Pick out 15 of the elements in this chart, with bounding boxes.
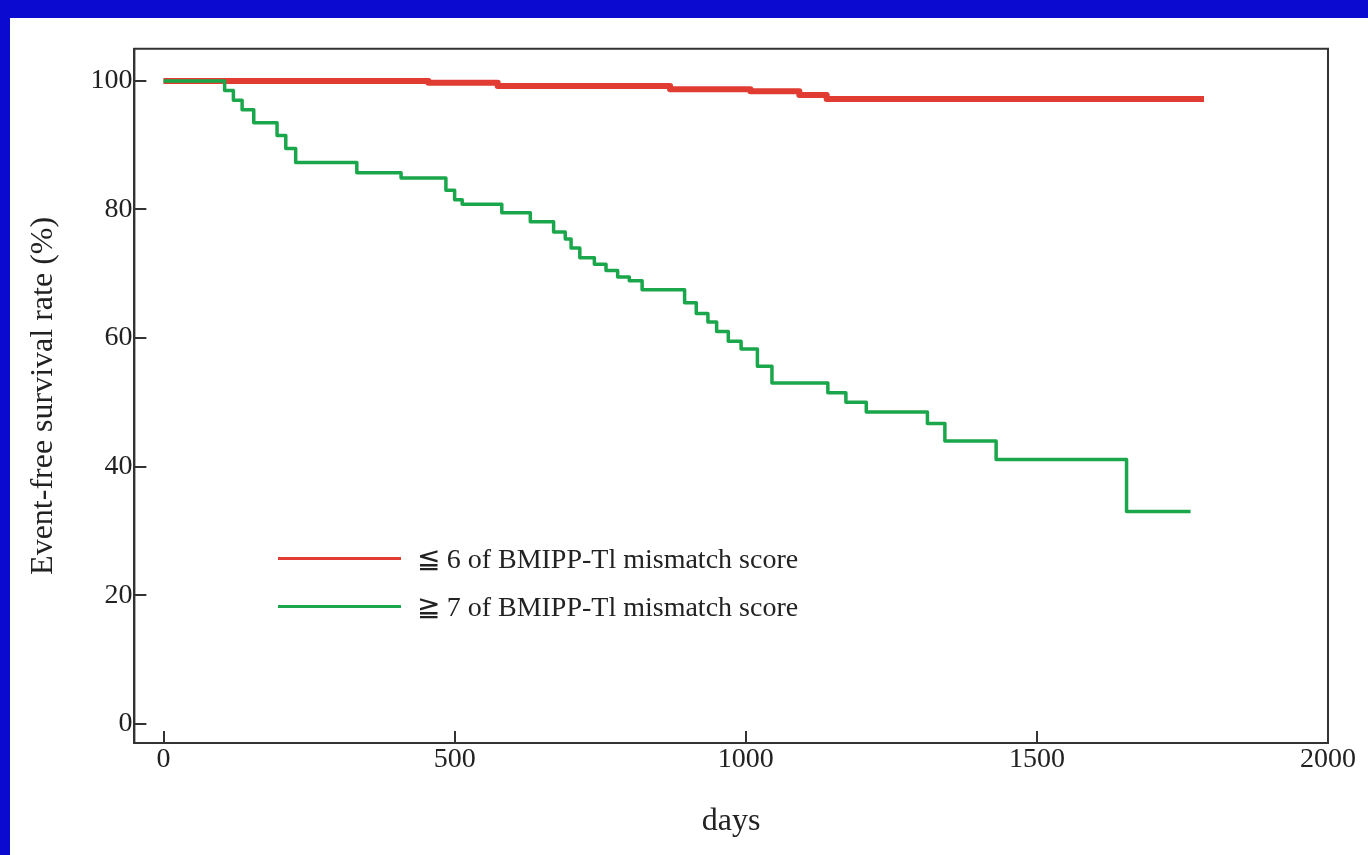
y-tick-label: 0	[118, 706, 133, 738]
x-tick-label: 1500	[1008, 742, 1065, 774]
y-tick-label: 80	[104, 191, 133, 223]
y-tick-label: 20	[104, 577, 133, 609]
legend-label: ≧ 7 of BMIPP-Tl mismatch score	[416, 590, 799, 624]
x-tick-label: 1000	[717, 742, 774, 774]
y-tick-label: 100	[90, 63, 133, 95]
x-axis-title: days	[701, 801, 761, 838]
x-tick-label: 500	[433, 742, 476, 774]
legend-label: ≦ 6 of BMIPP-Tl mismatch score	[416, 542, 799, 576]
x-tick-label: 2000	[1300, 742, 1356, 774]
y-tick-label: 60	[104, 320, 133, 352]
x-tick-label: 0	[156, 742, 171, 774]
y-axis-title: Event-free survival rate (%)	[22, 216, 59, 575]
y-tick-label: 40	[104, 448, 133, 480]
